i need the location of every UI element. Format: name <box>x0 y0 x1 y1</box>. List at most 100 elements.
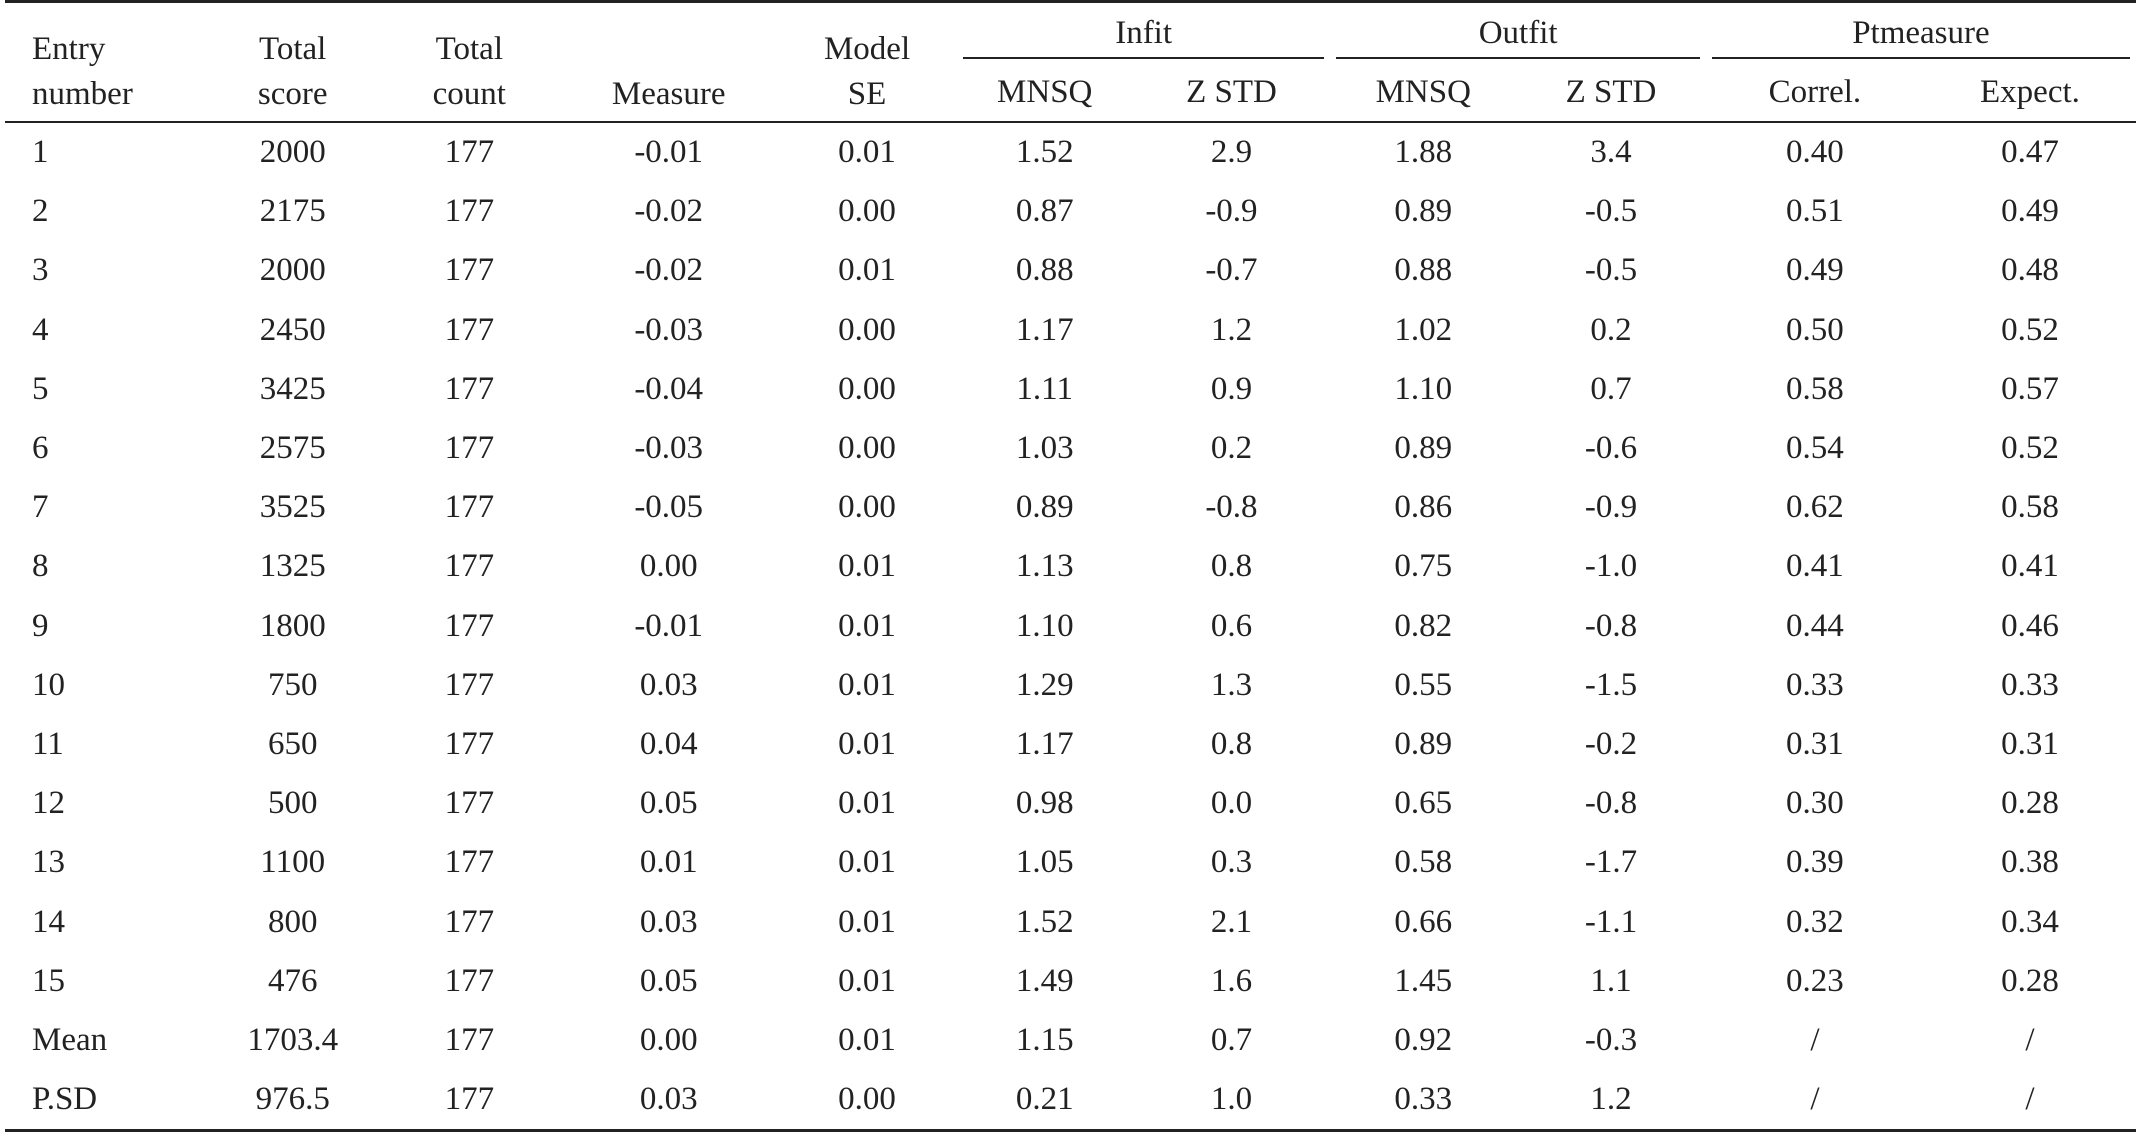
cell-total-count: 177 <box>444 548 495 585</box>
cell-infit-zstd: -0.8 <box>1205 489 1258 526</box>
cell-entry-number: 6 <box>32 430 49 467</box>
cell-infit-mnsq: 1.13 <box>1015 548 1074 585</box>
cell-correl: 0.31 <box>1786 725 1844 762</box>
table-row: 7 3525 177 -0.05 0.00 0.89 -0.8 0.86 -0.9 0.62 0.5… <box>5 478 2136 537</box>
header-expect: Expect. <box>1923 63 2136 123</box>
cell-measure: -0.03 <box>634 311 704 348</box>
cell-model-se: 0.01 <box>838 666 896 703</box>
header-ptmeasure-label: Ptmeasure <box>1711 13 2130 59</box>
cell-entry-number: 14 <box>32 903 65 940</box>
cell-infit-zstd: 0.6 <box>1210 607 1253 644</box>
cell-correl: 0.40 <box>1786 134 1844 171</box>
cell-entry-number: 11 <box>32 725 64 762</box>
cell-model-se: 0.00 <box>838 370 896 407</box>
cell-total-score: 750 <box>267 666 318 703</box>
cell-outfit-zstd: -1.1 <box>1584 903 1638 940</box>
cell-measure: -0.05 <box>634 489 704 526</box>
cell-outfit-mnsq: 0.89 <box>1394 430 1453 467</box>
cell-infit-zstd: 0.8 <box>1210 725 1253 762</box>
table-row: 1 2000 177 -0.01 0.01 1.52 2.9 1.88 3.4 0.40 0.47 <box>5 122 2136 182</box>
cell-infit-mnsq: 1.29 <box>1015 666 1074 703</box>
cell-outfit-zstd: -0.6 <box>1584 430 1638 467</box>
cell-measure: -0.02 <box>634 252 704 289</box>
cell-correl: 0.54 <box>1786 430 1844 467</box>
cell-outfit-zstd: -1.0 <box>1584 548 1638 585</box>
cell-infit-zstd: 0.9 <box>1210 370 1253 407</box>
cell-measure: 0.05 <box>639 785 698 822</box>
cell-infit-mnsq: 1.17 <box>1015 725 1074 762</box>
cell-infit-zstd: 0.8 <box>1210 548 1253 585</box>
cell-infit-mnsq: 1.11 <box>1016 370 1073 407</box>
cell-model-se: 0.00 <box>838 193 896 230</box>
header-measure: Measure <box>560 0 778 123</box>
cell-outfit-mnsq: 0.75 <box>1394 548 1453 585</box>
cell-correl: / <box>1705 1070 1924 1133</box>
cell-model-se: 0.00 <box>838 430 896 467</box>
table-row: 3 2000 177 -0.02 0.01 0.88 -0.7 0.88 -0.5 0.49 0.4… <box>5 241 2136 300</box>
table-row: Mean 1703.4 177 0.00 0.01 1.15 0.7 0.92 -0.3 / / <box>5 1011 2136 1070</box>
cell-infit-zstd: 1.2 <box>1210 311 1253 348</box>
cell-total-count: 177 <box>444 193 495 230</box>
cell-outfit-mnsq: 1.88 <box>1394 134 1453 171</box>
cell-infit-mnsq: 0.88 <box>1015 252 1074 289</box>
cell-total-count: 177 <box>444 489 495 526</box>
cell-model-se: 0.01 <box>838 134 896 171</box>
header-entry-line2: number <box>32 76 133 112</box>
cell-correl: 0.58 <box>1786 370 1844 407</box>
cell-measure: -0.01 <box>634 134 704 171</box>
cell-model-se: 0.01 <box>838 252 896 289</box>
cell-expect: 0.58 <box>2001 489 2059 526</box>
cell-infit-zstd: 2.1 <box>1210 903 1253 940</box>
cell-expect: 0.49 <box>2001 193 2059 230</box>
cell-outfit-mnsq: 0.88 <box>1394 252 1453 289</box>
cell-entry-number: 7 <box>32 489 49 526</box>
cell-measure: -0.04 <box>634 370 704 407</box>
cell-total-count: 177 <box>444 962 495 999</box>
table-row: 10 750 177 0.03 0.01 1.29 1.3 0.55 -1.5 0.33 0.33 <box>5 656 2136 715</box>
header-infit-zstd: Z STD <box>1132 63 1331 123</box>
table-row: 11 650 177 0.04 0.01 1.17 0.8 0.89 -0.2 0.31 0.31 <box>5 715 2136 774</box>
cell-infit-mnsq: 0.98 <box>1015 785 1074 822</box>
cell-outfit-mnsq: 0.65 <box>1394 785 1453 822</box>
cell-entry-number: 3 <box>32 252 49 289</box>
cell-correl: 0.23 <box>1786 962 1844 999</box>
cell-outfit-mnsq: 0.92 <box>1394 1021 1453 1058</box>
cell-correl: 0.39 <box>1786 844 1844 881</box>
table-row: 13 1100 177 0.01 0.01 1.05 0.3 0.58 -1.7 0.39 0.38 <box>5 833 2136 892</box>
cell-infit-mnsq: 1.52 <box>1015 903 1074 940</box>
cell-infit-mnsq: 1.10 <box>1015 607 1074 644</box>
header-group-ptmeasure: Ptmeasure <box>1705 0 2136 63</box>
cell-expect: 0.31 <box>2001 725 2059 762</box>
cell-entry-number: 2 <box>32 193 49 230</box>
cell-total-count: 177 <box>378 1070 561 1133</box>
cell-infit-mnsq: 1.17 <box>1015 311 1074 348</box>
cell-total-score: 2175 <box>259 193 326 230</box>
cell-measure: 0.05 <box>639 962 698 999</box>
cell-infit-zstd: 1.3 <box>1210 666 1253 703</box>
cell-total-count: 177 <box>444 666 495 703</box>
cell-model-se: 0.01 <box>838 844 896 881</box>
cell-expect: 0.33 <box>2001 666 2059 703</box>
cell-expect: 0.34 <box>2001 903 2059 940</box>
cell-entry-number: 4 <box>32 311 49 348</box>
cell-measure: 0.01 <box>639 844 698 881</box>
cell-model-se: 0.01 <box>838 548 896 585</box>
cell-total-score: 2575 <box>259 430 326 467</box>
header-entry-line1: Entry <box>32 31 106 67</box>
cell-infit-mnsq: 0.87 <box>1015 193 1074 230</box>
table-row: 5 3425 177 -0.04 0.00 1.11 0.9 1.10 0.7 0.58 0.57 <box>5 360 2136 419</box>
cell-entry-number: 15 <box>32 962 65 999</box>
cell-model-se: 0.01 <box>838 607 896 644</box>
cell-total-count: 177 <box>444 370 495 407</box>
header-total-count-line2: count <box>432 76 506 112</box>
cell-total-score: 2000 <box>259 252 326 289</box>
cell-outfit-mnsq: 0.58 <box>1394 844 1453 881</box>
cell-outfit-mnsq: 0.86 <box>1394 489 1453 526</box>
table-row: 15 476 177 0.05 0.01 1.49 1.6 1.45 1.1 0.23 0.28 <box>5 952 2136 1011</box>
cell-total-score: 2000 <box>259 134 326 171</box>
header-total-score: Total score <box>206 0 379 123</box>
cell-infit-mnsq: 0.89 <box>1015 489 1074 526</box>
cell-total-count: 177 <box>444 725 495 762</box>
cell-infit-zstd: 0.2 <box>1210 430 1253 467</box>
cell-model-se: 0.01 <box>838 962 896 999</box>
